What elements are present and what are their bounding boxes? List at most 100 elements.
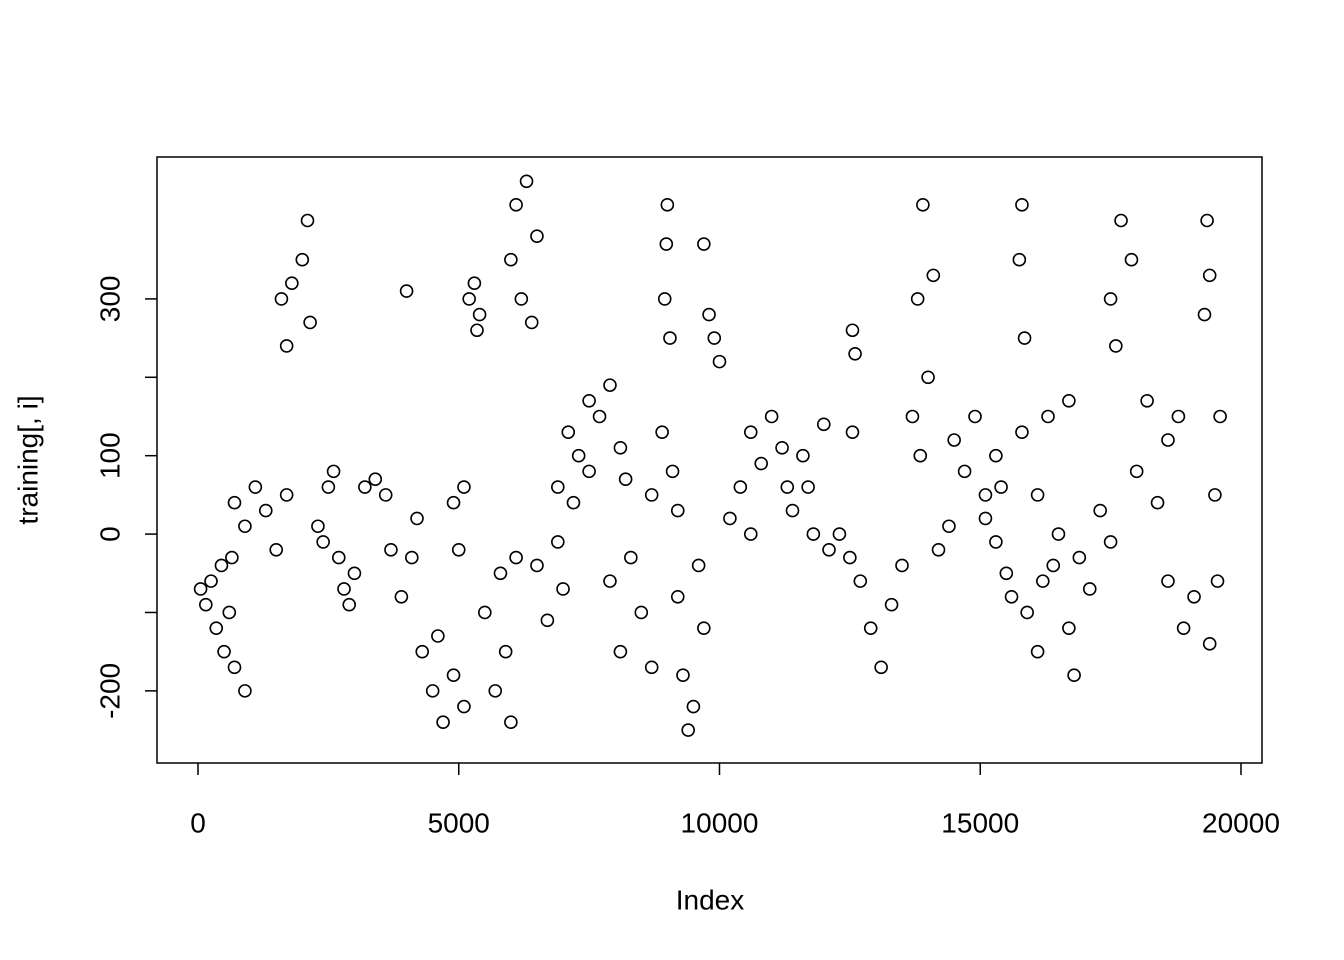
point: [801, 480, 815, 494]
y-tick-label: 300: [94, 276, 125, 323]
point: [1161, 433, 1175, 447]
point: [1109, 339, 1123, 353]
point: [378, 488, 393, 502]
point: [462, 292, 476, 306]
point: [1030, 644, 1045, 659]
point: [999, 566, 1014, 581]
point: [603, 574, 617, 588]
point: [663, 331, 677, 345]
point: [1046, 558, 1061, 573]
point: [347, 566, 362, 581]
point: [561, 425, 576, 439]
point: [691, 558, 706, 573]
x-tick-label: 10000: [681, 807, 759, 838]
point: [248, 480, 263, 494]
point: [399, 284, 414, 298]
point: [222, 605, 237, 620]
point: [303, 315, 317, 330]
point: [895, 558, 909, 573]
point: [743, 527, 758, 541]
point: [743, 425, 758, 439]
point: [942, 519, 956, 534]
point: [446, 668, 461, 682]
x-tick-label: 20000: [1202, 807, 1280, 838]
point: [921, 370, 935, 385]
point: [686, 699, 701, 714]
point: [214, 558, 229, 573]
point: [504, 715, 518, 730]
point: [1051, 527, 1066, 541]
point: [1036, 574, 1050, 588]
point: [478, 605, 492, 620]
y-axis-label: training[, i]: [12, 395, 43, 524]
point: [337, 582, 351, 596]
point: [723, 511, 737, 526]
y-tick-label: 100: [94, 432, 125, 479]
point: [1161, 574, 1175, 588]
point: [796, 448, 810, 463]
point: [1082, 582, 1097, 596]
point: [425, 684, 440, 698]
point: [530, 558, 544, 573]
point: [514, 292, 529, 306]
x-tick-label: 15000: [941, 807, 1019, 838]
point: [712, 354, 727, 369]
point: [624, 550, 638, 565]
point: [913, 448, 928, 463]
point: [697, 237, 711, 251]
point: [659, 237, 674, 251]
point: [457, 699, 471, 714]
point: [1041, 409, 1055, 424]
point: [832, 527, 847, 541]
point: [1200, 213, 1214, 228]
point: [785, 503, 800, 518]
point: [1030, 488, 1045, 502]
x-tick-label: 0: [190, 807, 206, 838]
point: [874, 660, 888, 675]
point: [556, 582, 570, 596]
y-tick-label: -200: [94, 663, 125, 719]
point: [436, 715, 450, 730]
point: [853, 574, 868, 588]
point: [1129, 464, 1144, 479]
point: [509, 550, 523, 565]
plot-box: [156, 156, 1263, 764]
point: [676, 668, 690, 682]
point: [1202, 268, 1217, 283]
point: [655, 425, 669, 439]
point: [488, 684, 503, 698]
point: [415, 644, 430, 659]
point: [1062, 394, 1076, 408]
point: [1150, 495, 1165, 510]
x-axis-label: Index: [676, 884, 745, 915]
point: [910, 292, 925, 306]
y-tick-label: 0: [94, 526, 125, 542]
point: [285, 276, 299, 291]
point: [926, 268, 941, 283]
point: [657, 292, 672, 306]
point: [806, 527, 821, 541]
point: [1171, 409, 1186, 424]
point: [1140, 394, 1154, 408]
point: [204, 574, 218, 588]
point: [1114, 213, 1128, 228]
point: [843, 550, 857, 565]
point: [845, 425, 860, 439]
point: [702, 307, 716, 322]
point: [931, 542, 946, 557]
point: [644, 660, 659, 675]
point: [238, 519, 252, 534]
point: [566, 495, 581, 510]
point: [405, 550, 419, 565]
point: [258, 503, 273, 518]
point: [863, 621, 878, 635]
point: [410, 511, 424, 526]
point: [1176, 621, 1191, 635]
point: [613, 644, 628, 659]
point: [707, 331, 722, 345]
point: [431, 629, 445, 643]
point: [1020, 605, 1034, 620]
point: [217, 644, 231, 659]
